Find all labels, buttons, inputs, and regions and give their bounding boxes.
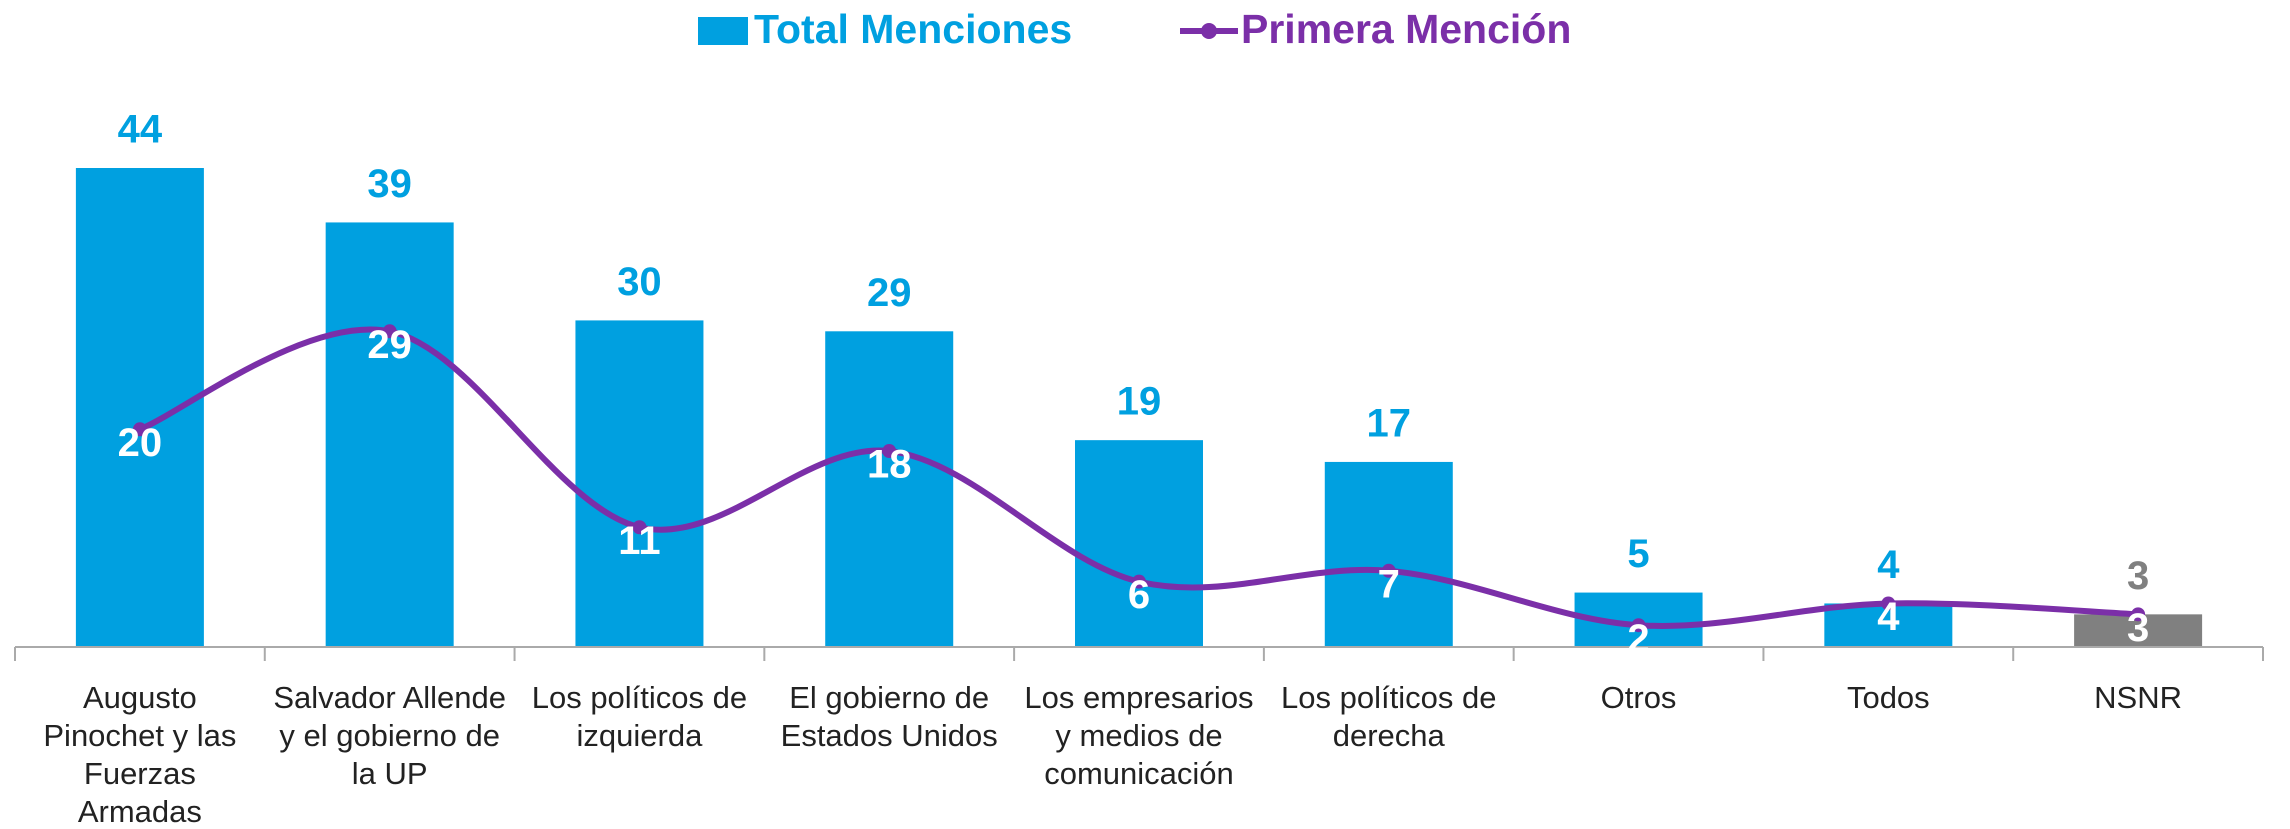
line-marker <box>1881 596 1896 611</box>
line-value-label: 11 <box>618 519 660 563</box>
bar <box>825 331 954 647</box>
line-value-label: 29 <box>367 323 412 367</box>
bar <box>1324 461 1453 647</box>
line-value-label: 2 <box>1627 617 1649 661</box>
line-marker <box>1631 618 1646 633</box>
line-value-label: 18 <box>867 443 912 487</box>
x-tick-label: Salvador Allende y el gobierno de la UP <box>273 680 506 791</box>
bar-value-label: 44 <box>118 108 163 152</box>
x-tick-label: El gobierno de Estados Unidos <box>780 680 998 753</box>
bar <box>1824 603 1953 647</box>
line-value-label: 20 <box>118 421 163 465</box>
x-tick-label: NSNR <box>2094 680 2183 715</box>
bar-value-label: 39 <box>367 162 412 206</box>
x-tick-label: Otros <box>1600 680 1677 715</box>
bar-value-label: 3 <box>2127 554 2149 598</box>
line-value-label: 7 <box>1378 562 1400 606</box>
bar <box>325 222 454 647</box>
line-marker <box>1132 574 1146 589</box>
x-tick-label: Los políticos de derecha <box>1281 680 1497 753</box>
bar-value-label: 5 <box>1627 532 1649 576</box>
bar-value-label: 29 <box>867 271 912 315</box>
bar-value-label: 30 <box>617 260 662 304</box>
line <box>138 326 2139 629</box>
legend-marker <box>1201 23 1217 39</box>
line-marker <box>1381 563 1396 578</box>
x-tick-label: Todos <box>1846 680 1930 715</box>
x-tick-label: Augusto Pinochet y las Fuerzas Armadas <box>43 680 237 829</box>
line-value-label: 4 <box>1877 595 1900 639</box>
bar-value-label: 17 <box>1367 401 1412 445</box>
bar <box>1075 440 1203 647</box>
bar-value-label: 4 <box>1877 543 1900 587</box>
x-tick-label: Los políticos de izquierda <box>531 680 748 753</box>
bar-value-label: 19 <box>1117 380 1162 424</box>
line-marker <box>132 422 147 437</box>
line-marker <box>632 520 647 535</box>
legend-swatch <box>698 17 748 45</box>
x-tick-label: Los empresarios y medios de comunicación <box>1024 680 1254 791</box>
legend-label: Primera Mención <box>1241 6 1571 52</box>
legend-label: Total Menciones <box>754 6 1072 52</box>
line-value-label: 3 <box>2127 606 2149 650</box>
line-value-label: 6 <box>1128 573 1150 617</box>
line-marker <box>2131 607 2146 622</box>
line-marker <box>882 444 897 459</box>
bar <box>575 320 704 647</box>
line-marker <box>382 324 397 339</box>
